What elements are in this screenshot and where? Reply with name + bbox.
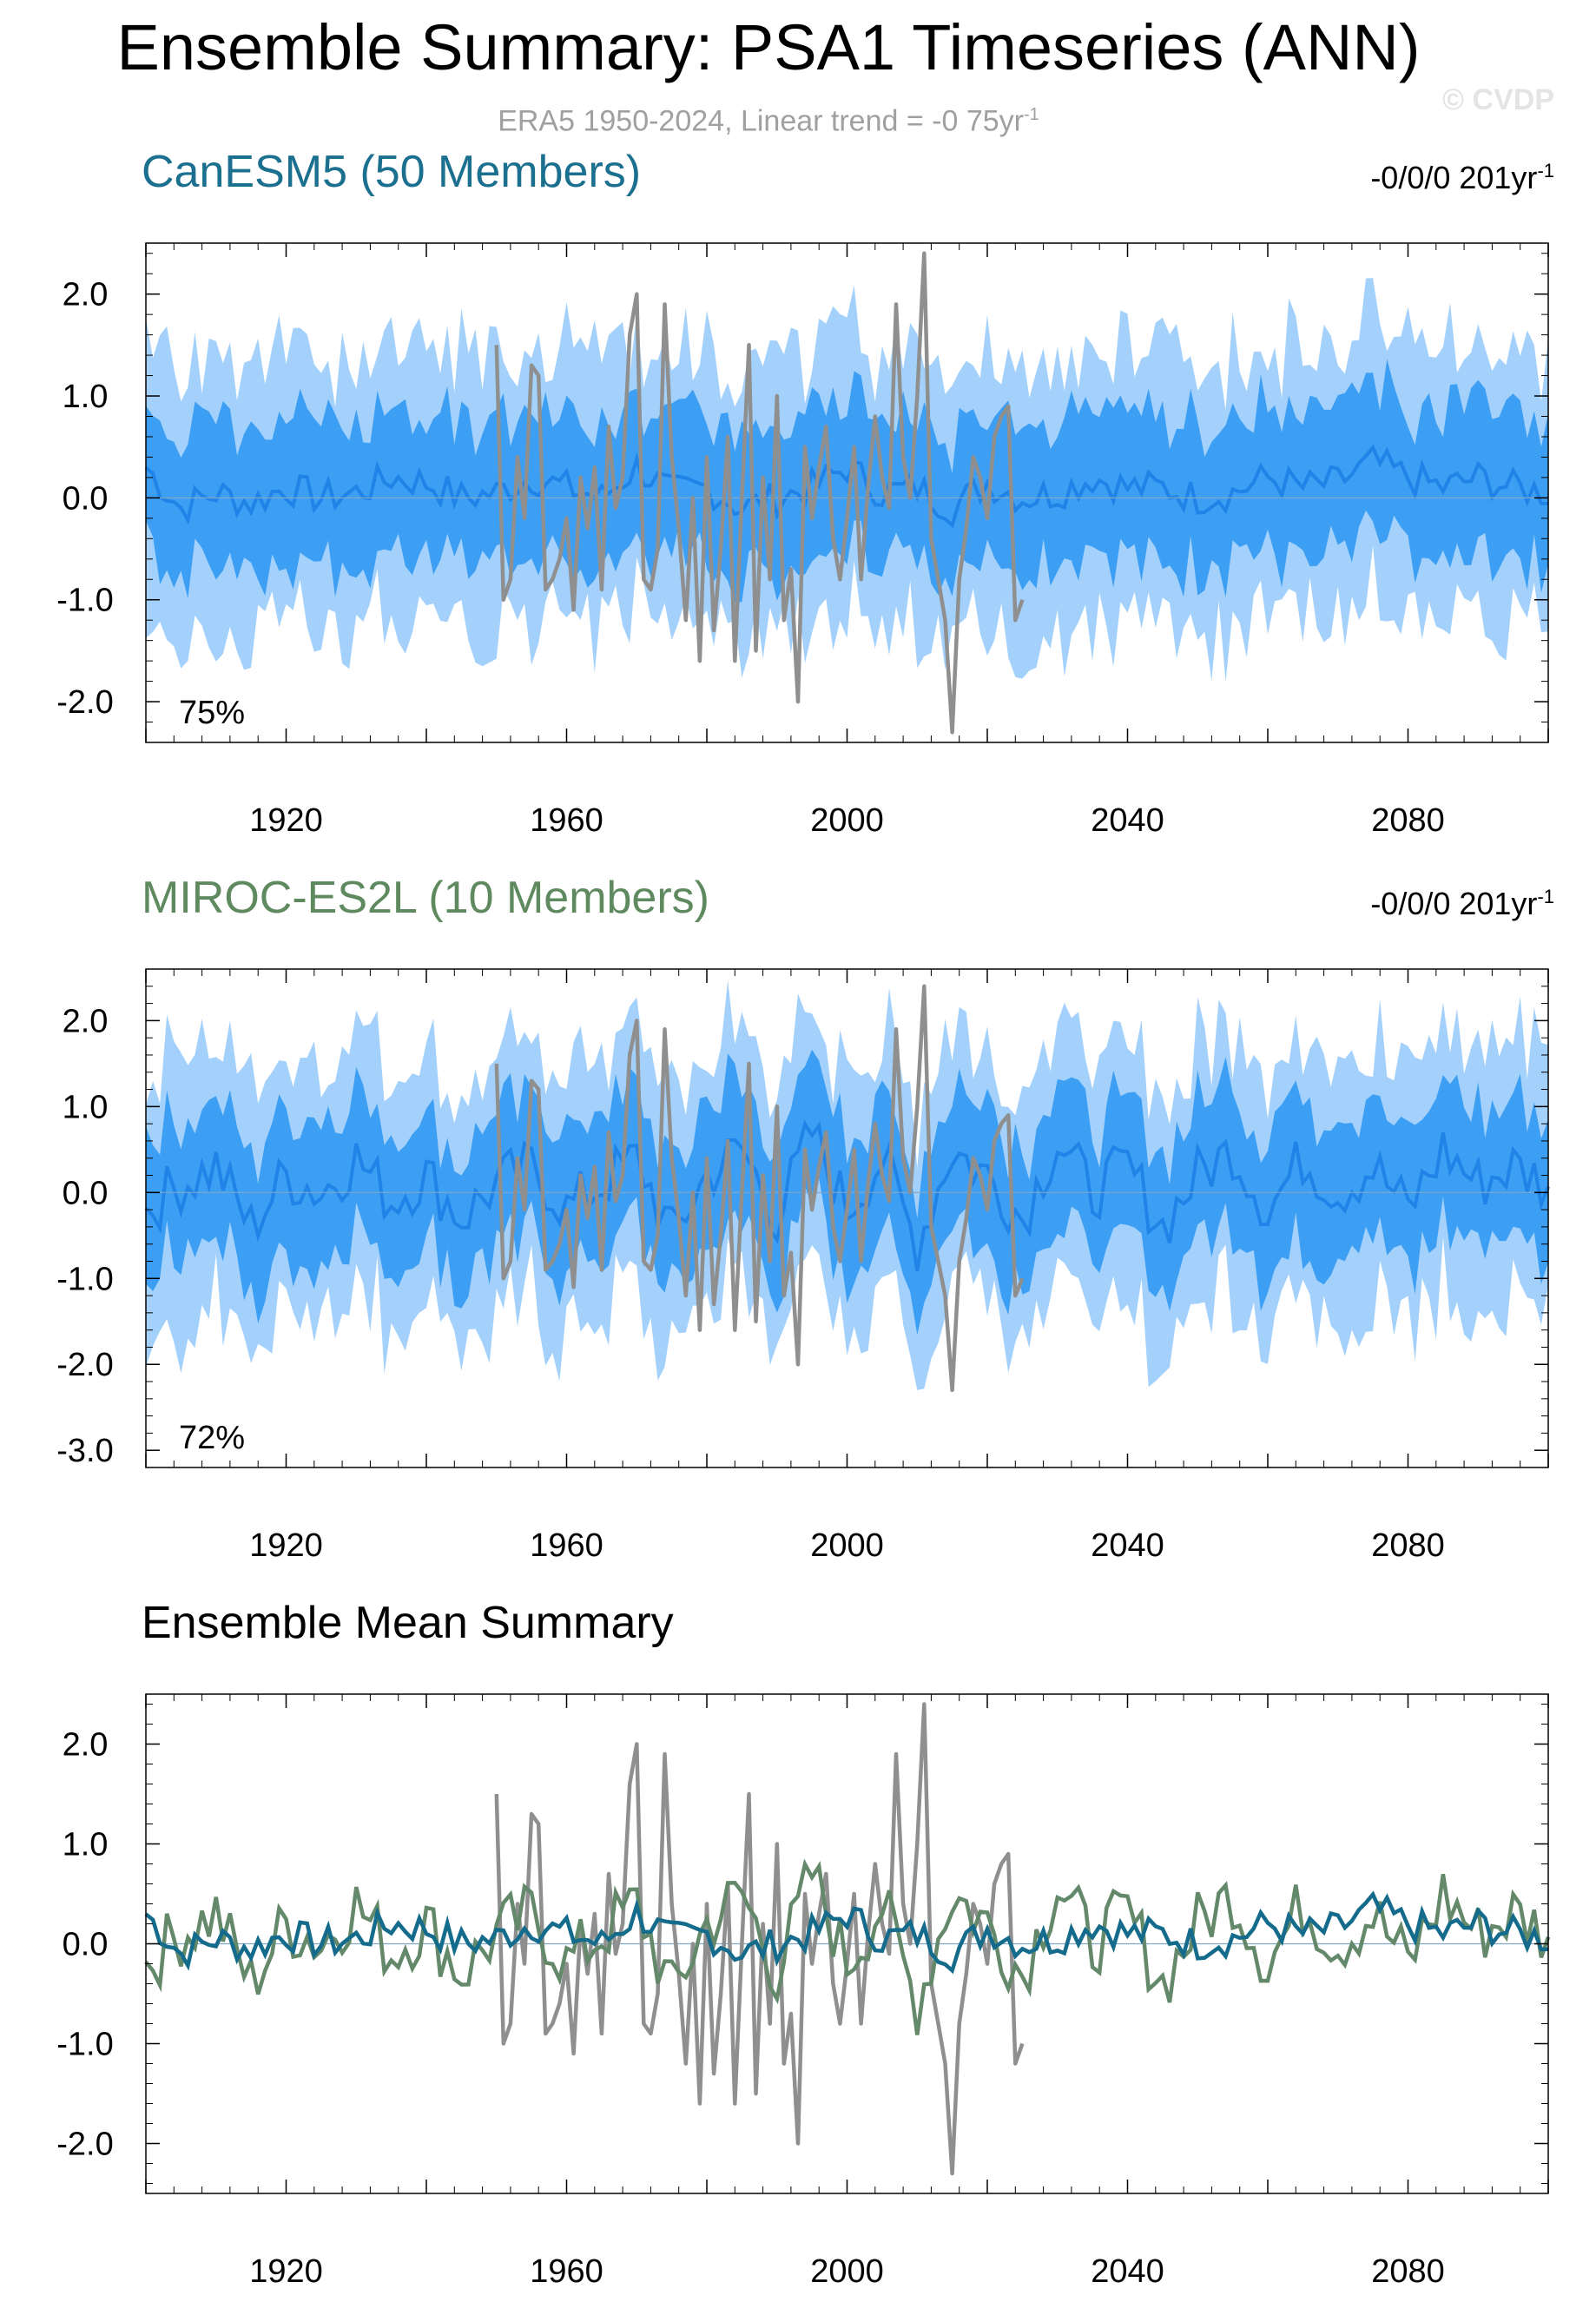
miroc-trend-text: -0/0/0 201yr bbox=[1370, 886, 1538, 921]
x-tick-label: 2080 bbox=[1371, 1527, 1445, 1564]
x-tick-label: 2000 bbox=[810, 802, 884, 839]
x-tick-label: 1920 bbox=[249, 1527, 323, 1564]
y-tick-label: 2.0 bbox=[63, 1727, 109, 1764]
miroc-panel-title: MIROC-ES2L (10 Members) bbox=[142, 873, 709, 923]
miroc-ensemble-mean-line bbox=[144, 1858, 1551, 2035]
y-tick-label: 0.0 bbox=[63, 1175, 109, 1211]
x-tick-label: 2040 bbox=[1091, 1527, 1164, 1564]
canesm5-ensemble-mean-line bbox=[144, 1890, 1549, 1975]
x-tick-label: 1920 bbox=[249, 802, 323, 839]
x-tick-label: 1960 bbox=[530, 1527, 603, 1564]
plot-panel-miroc: 2.0 1.0 0.0 -1.0 -2.0 -3.0 1920 1960 2000 2040 208… bbox=[56, 968, 1550, 1564]
plot-panel-summary: 2.0 1.0 0.0 -1.0 -2.0 1920 1960 2000 2040 2080 bbox=[56, 1693, 1551, 2290]
y-tick-label: -2.0 bbox=[56, 684, 113, 721]
summary-panel-title: Ensemble Mean Summary bbox=[142, 1598, 674, 1648]
y-tick-label: -1.0 bbox=[56, 2027, 113, 2063]
y-tick-label: -1.0 bbox=[56, 583, 113, 619]
subtitle-text: ERA5 1950-2024, Linear trend = -0 75yr bbox=[498, 104, 1024, 138]
y-tick-label: 0.0 bbox=[63, 480, 109, 517]
x-tick-label: 1920 bbox=[249, 2253, 323, 2290]
ensemble-mean-line bbox=[144, 444, 1549, 529]
x-tick-label: 2000 bbox=[810, 2253, 884, 2290]
y-tick-label: -3.0 bbox=[56, 1433, 113, 1469]
y-tick-label: 0.0 bbox=[63, 1927, 109, 1963]
canesm5-trend-sup: -1 bbox=[1537, 160, 1554, 181]
subtitle-superscript: -1 bbox=[1023, 105, 1039, 124]
x-tick-label: 2080 bbox=[1371, 802, 1445, 839]
era5-observed-line bbox=[494, 251, 1025, 735]
canesm5-panel-title: CanESM5 (50 Members) bbox=[142, 147, 642, 197]
y-tick-label: 1.0 bbox=[63, 1089, 109, 1125]
y-tick-label: 2.0 bbox=[63, 1003, 109, 1039]
y-tick-label: -2.0 bbox=[56, 1347, 113, 1383]
y-tick-label: 1.0 bbox=[63, 1827, 109, 1863]
canesm5-trend-text: -0/0/0 201yr bbox=[1370, 160, 1538, 195]
y-tick-label: 1.0 bbox=[63, 379, 109, 415]
era5-observed-line bbox=[494, 984, 1025, 1393]
page-subtitle: ERA5 1950-2024, Linear trend = -0 75yr-1 bbox=[0, 106, 1537, 135]
y-tick-label: 2.0 bbox=[63, 277, 109, 313]
percent-label: 72% bbox=[179, 1420, 245, 1456]
plot-panel-canesm5: 2.0 1.0 0.0 -1.0 -2.0 1920 1960 2000 2040 2080 75% bbox=[56, 242, 1549, 839]
x-tick-label: 2000 bbox=[810, 1527, 884, 1564]
x-tick-label: 1960 bbox=[530, 2253, 603, 2290]
miroc-trend-label: -0/0/0 201yr-1 bbox=[1370, 887, 1554, 920]
x-tick-label: 2040 bbox=[1091, 2253, 1164, 2290]
x-tick-label: 2080 bbox=[1371, 2253, 1445, 2290]
x-tick-label: 1960 bbox=[530, 802, 603, 839]
y-tick-label: -1.0 bbox=[56, 1261, 113, 1297]
x-tick-label: 2040 bbox=[1091, 802, 1164, 839]
canesm5-trend-label: -0/0/0 201yr-1 bbox=[1370, 162, 1554, 194]
cvdp-watermark: © CVDP bbox=[1442, 83, 1554, 116]
page-title: Ensemble Summary: PSA1 Timeseries (ANN) bbox=[116, 11, 1421, 83]
miroc-trend-sup: -1 bbox=[1537, 886, 1554, 907]
y-tick-label: -2.0 bbox=[56, 2127, 113, 2163]
percent-label: 75% bbox=[179, 695, 245, 731]
